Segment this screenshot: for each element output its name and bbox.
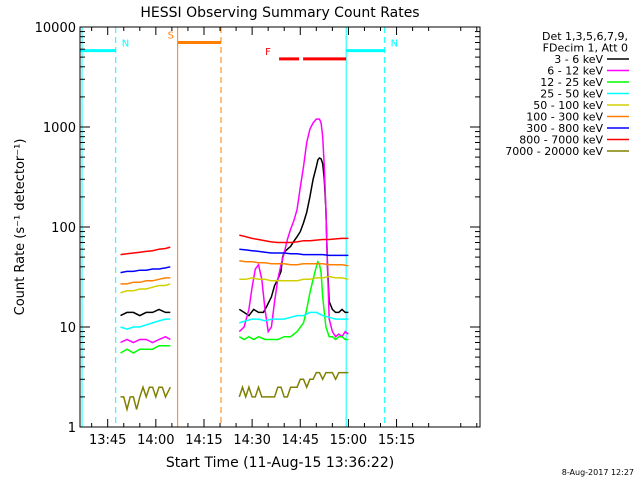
marker-label-1: N: [391, 39, 398, 50]
marker-label-3: F: [265, 47, 271, 58]
x-tick-label-6: 15:15: [378, 433, 415, 448]
x-axis: 13:45 14:00 14:15 14:30 14:45 15:00 15:15: [89, 27, 478, 448]
x-tick-label-2: 14:15: [185, 433, 222, 448]
y-tick-label-1: 10: [59, 321, 76, 336]
x-axis-label: Start Time (11-Aug-15 13:36:22): [166, 455, 394, 471]
legend-header-1: FDecim 1, Att 0: [543, 42, 628, 55]
legend-label-5: 100 - 300 keV: [526, 111, 603, 124]
x-tick-label-1: 14:00: [137, 433, 174, 448]
marker-label-0: N: [122, 39, 129, 50]
y-tick-label-3: 1000: [43, 121, 76, 136]
y-tick-label-0: 1: [68, 421, 76, 436]
legend-label-2: 12 - 25 keV: [540, 76, 603, 89]
legend-label-0: 3 - 6 keV: [554, 53, 603, 66]
x-tick-label-4: 14:45: [282, 433, 319, 448]
legend-label-8: 7000 - 20000 keV: [505, 145, 603, 158]
legend-label-4: 50 - 100 keV: [533, 99, 603, 112]
y-axis: 1 10 100 1000 10000: [35, 21, 480, 436]
chart-title: HESSI Observing Summary Count Rates: [140, 5, 419, 21]
plot-area: N N S F 13:45 14:00 14:15 14:30 14:45 15:00 15:15…: [35, 21, 481, 448]
series-line-3: [120, 311, 349, 330]
x-tick-label-0: 13:45: [89, 433, 126, 448]
legend-header-0: Det 1,3,5,6,7,9,: [542, 30, 628, 43]
y-tick-label-4: 10000: [35, 21, 76, 36]
series-line-8: [120, 371, 349, 413]
series-line-7: [120, 234, 349, 256]
y-tick-label-2: 100: [51, 221, 76, 236]
marker-label-2: S: [168, 30, 174, 41]
series-line-5: [120, 259, 349, 285]
series-line-4: [120, 275, 349, 294]
legend-label-3: 25 - 50 keV: [540, 88, 603, 101]
legend: Det 1,3,5,6,7,9,FDecim 1, Att 03 - 6 keV…: [505, 30, 629, 158]
footer-date: 8-Aug-2017 12:27: [562, 468, 634, 477]
series-line-2: [120, 259, 349, 354]
legend-label-6: 300 - 800 keV: [526, 122, 603, 135]
legend-label-7: 800 - 7000 keV: [519, 134, 603, 147]
legend-label-1: 6 - 12 keV: [547, 65, 603, 78]
x-tick-label-3: 14:30: [233, 433, 270, 448]
x-tick-label-5: 15:00: [330, 433, 367, 448]
y-axis-label: Count Rate (s⁻¹ detector⁻¹): [13, 139, 28, 316]
series-line-6: [120, 248, 349, 274]
